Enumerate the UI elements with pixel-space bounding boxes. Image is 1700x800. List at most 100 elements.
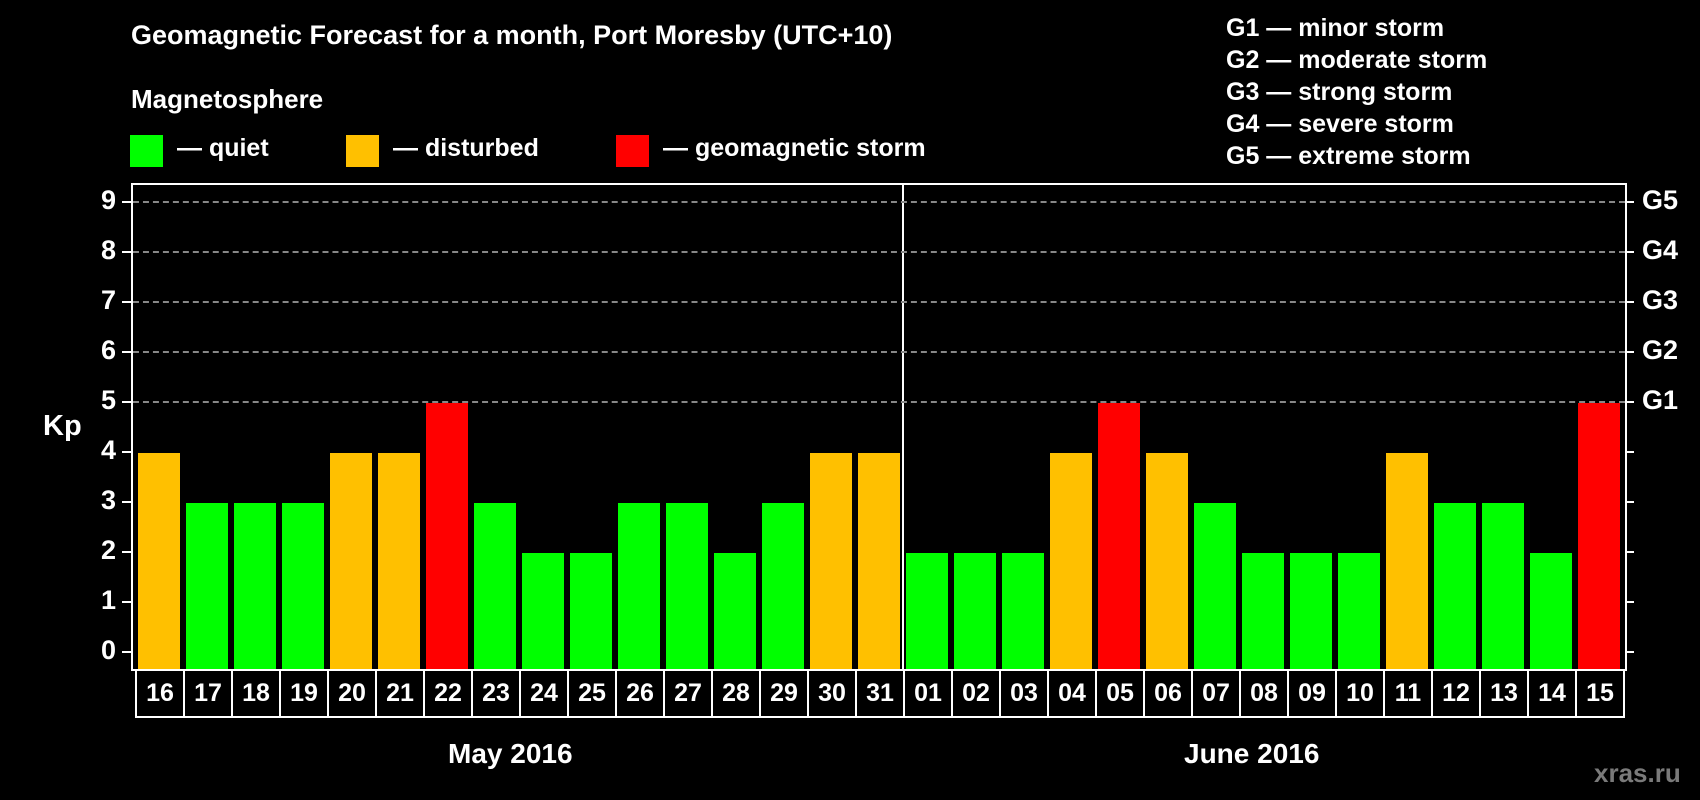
date-cell: 16 [135,669,185,718]
date-cell: 30 [807,669,857,718]
plot-area [131,183,1627,671]
date-cell: 20 [327,669,377,718]
date-cell: 05 [1095,669,1145,718]
g-scale-tick-label: G1 [1642,385,1679,415]
legend-swatch-disturbed [346,135,379,167]
date-cell: 28 [711,669,761,718]
kp-bar [1482,503,1524,669]
kp-bar [1146,453,1188,669]
right-tick [1625,201,1634,203]
kp-bar [1578,403,1620,669]
g-scale-item: G4 — severe storm [1226,110,1454,138]
y-tick [122,451,131,453]
right-tick [1625,401,1634,403]
kp-bar [762,503,804,669]
kp-bar [906,553,948,669]
date-cell: 15 [1575,669,1625,718]
date-cell: 08 [1239,669,1289,718]
date-cell: 17 [183,669,233,718]
kp-bar [282,503,324,669]
y-tick-label: 9 [100,185,116,215]
kp-bar [1098,403,1140,669]
g-scale-tick-label: G3 [1642,285,1679,315]
right-tick [1625,301,1634,303]
kp-bar [1194,503,1236,669]
kp-bar [1434,503,1476,669]
y-axis-label: Kp [43,410,82,442]
kp-bar [858,453,900,669]
y-tick [122,351,131,353]
date-cell: 29 [759,669,809,718]
kp-bar [714,553,756,669]
gridline [133,301,1625,303]
y-tick-label: 8 [100,235,116,265]
date-cell: 27 [663,669,713,718]
chart-title: Geomagnetic Forecast for a month, Port M… [131,20,893,50]
right-tick [1625,451,1634,453]
legend-swatch-quiet [130,135,163,167]
month-label-june: June 2016 [1184,738,1320,769]
right-tick [1625,601,1634,603]
gridline [133,201,1625,203]
date-cell: 07 [1191,669,1241,718]
date-cell: 19 [279,669,329,718]
date-cell: 14 [1527,669,1577,718]
kp-bar [1242,553,1284,669]
kp-bar [234,503,276,669]
date-cell: 22 [423,669,473,718]
date-cell: 21 [375,669,425,718]
legend-label-quiet: — quiet [177,134,269,162]
date-cell: 26 [615,669,665,718]
legend-label-storm: — geomagnetic storm [663,134,926,162]
y-tick-label: 5 [100,385,116,415]
g-scale-item: G1 — minor storm [1226,14,1445,42]
date-cell: 12 [1431,669,1481,718]
legend-label-disturbed: — disturbed [393,134,539,162]
kp-bar [618,503,660,669]
y-tick-label: 0 [100,635,116,665]
gridline [133,251,1625,253]
kp-bar [186,503,228,669]
g-scale-tick-label: G5 [1642,185,1679,215]
date-cell: 01 [903,669,953,718]
g-scale-tick-label: G4 [1642,235,1679,265]
kp-bar [1002,553,1044,669]
kp-bar [954,553,996,669]
date-cell: 31 [855,669,905,718]
date-cell: 23 [471,669,521,718]
kp-bar [1338,553,1380,669]
month-label-may: May 2016 [448,738,573,769]
y-tick-label: 3 [100,485,116,515]
date-cell: 06 [1143,669,1193,718]
y-tick-label: 6 [100,335,116,365]
y-tick [122,551,131,553]
date-cell: 10 [1335,669,1385,718]
watermark: xras.ru [1594,758,1681,788]
kp-bar [474,503,516,669]
date-cell: 04 [1047,669,1097,718]
y-tick [122,601,131,603]
kp-bar [666,503,708,669]
y-tick-label: 7 [100,285,116,315]
date-cell: 11 [1383,669,1433,718]
y-tick [122,301,131,303]
month-divider [902,185,904,669]
kp-bar [522,553,564,669]
kp-bar [1530,553,1572,669]
g-scale-item: G3 — strong storm [1226,78,1453,106]
date-cell: 18 [231,669,281,718]
g-scale-item: G2 — moderate storm [1226,46,1488,74]
kp-bar [426,403,468,669]
right-tick [1625,651,1634,653]
gridline [133,401,1625,403]
date-axis: 16 17 18 19 20 21 22 23 24 25 26 27 28 29 30 31 01 02 03 04… [135,669,1625,718]
date-cell: 25 [567,669,617,718]
kp-bar [138,453,180,669]
right-tick [1625,351,1634,353]
right-tick [1625,551,1634,553]
right-tick [1625,501,1634,503]
kp-bar [1290,553,1332,669]
kp-bar [570,553,612,669]
date-cell: 03 [999,669,1049,718]
y-tick [122,651,131,653]
